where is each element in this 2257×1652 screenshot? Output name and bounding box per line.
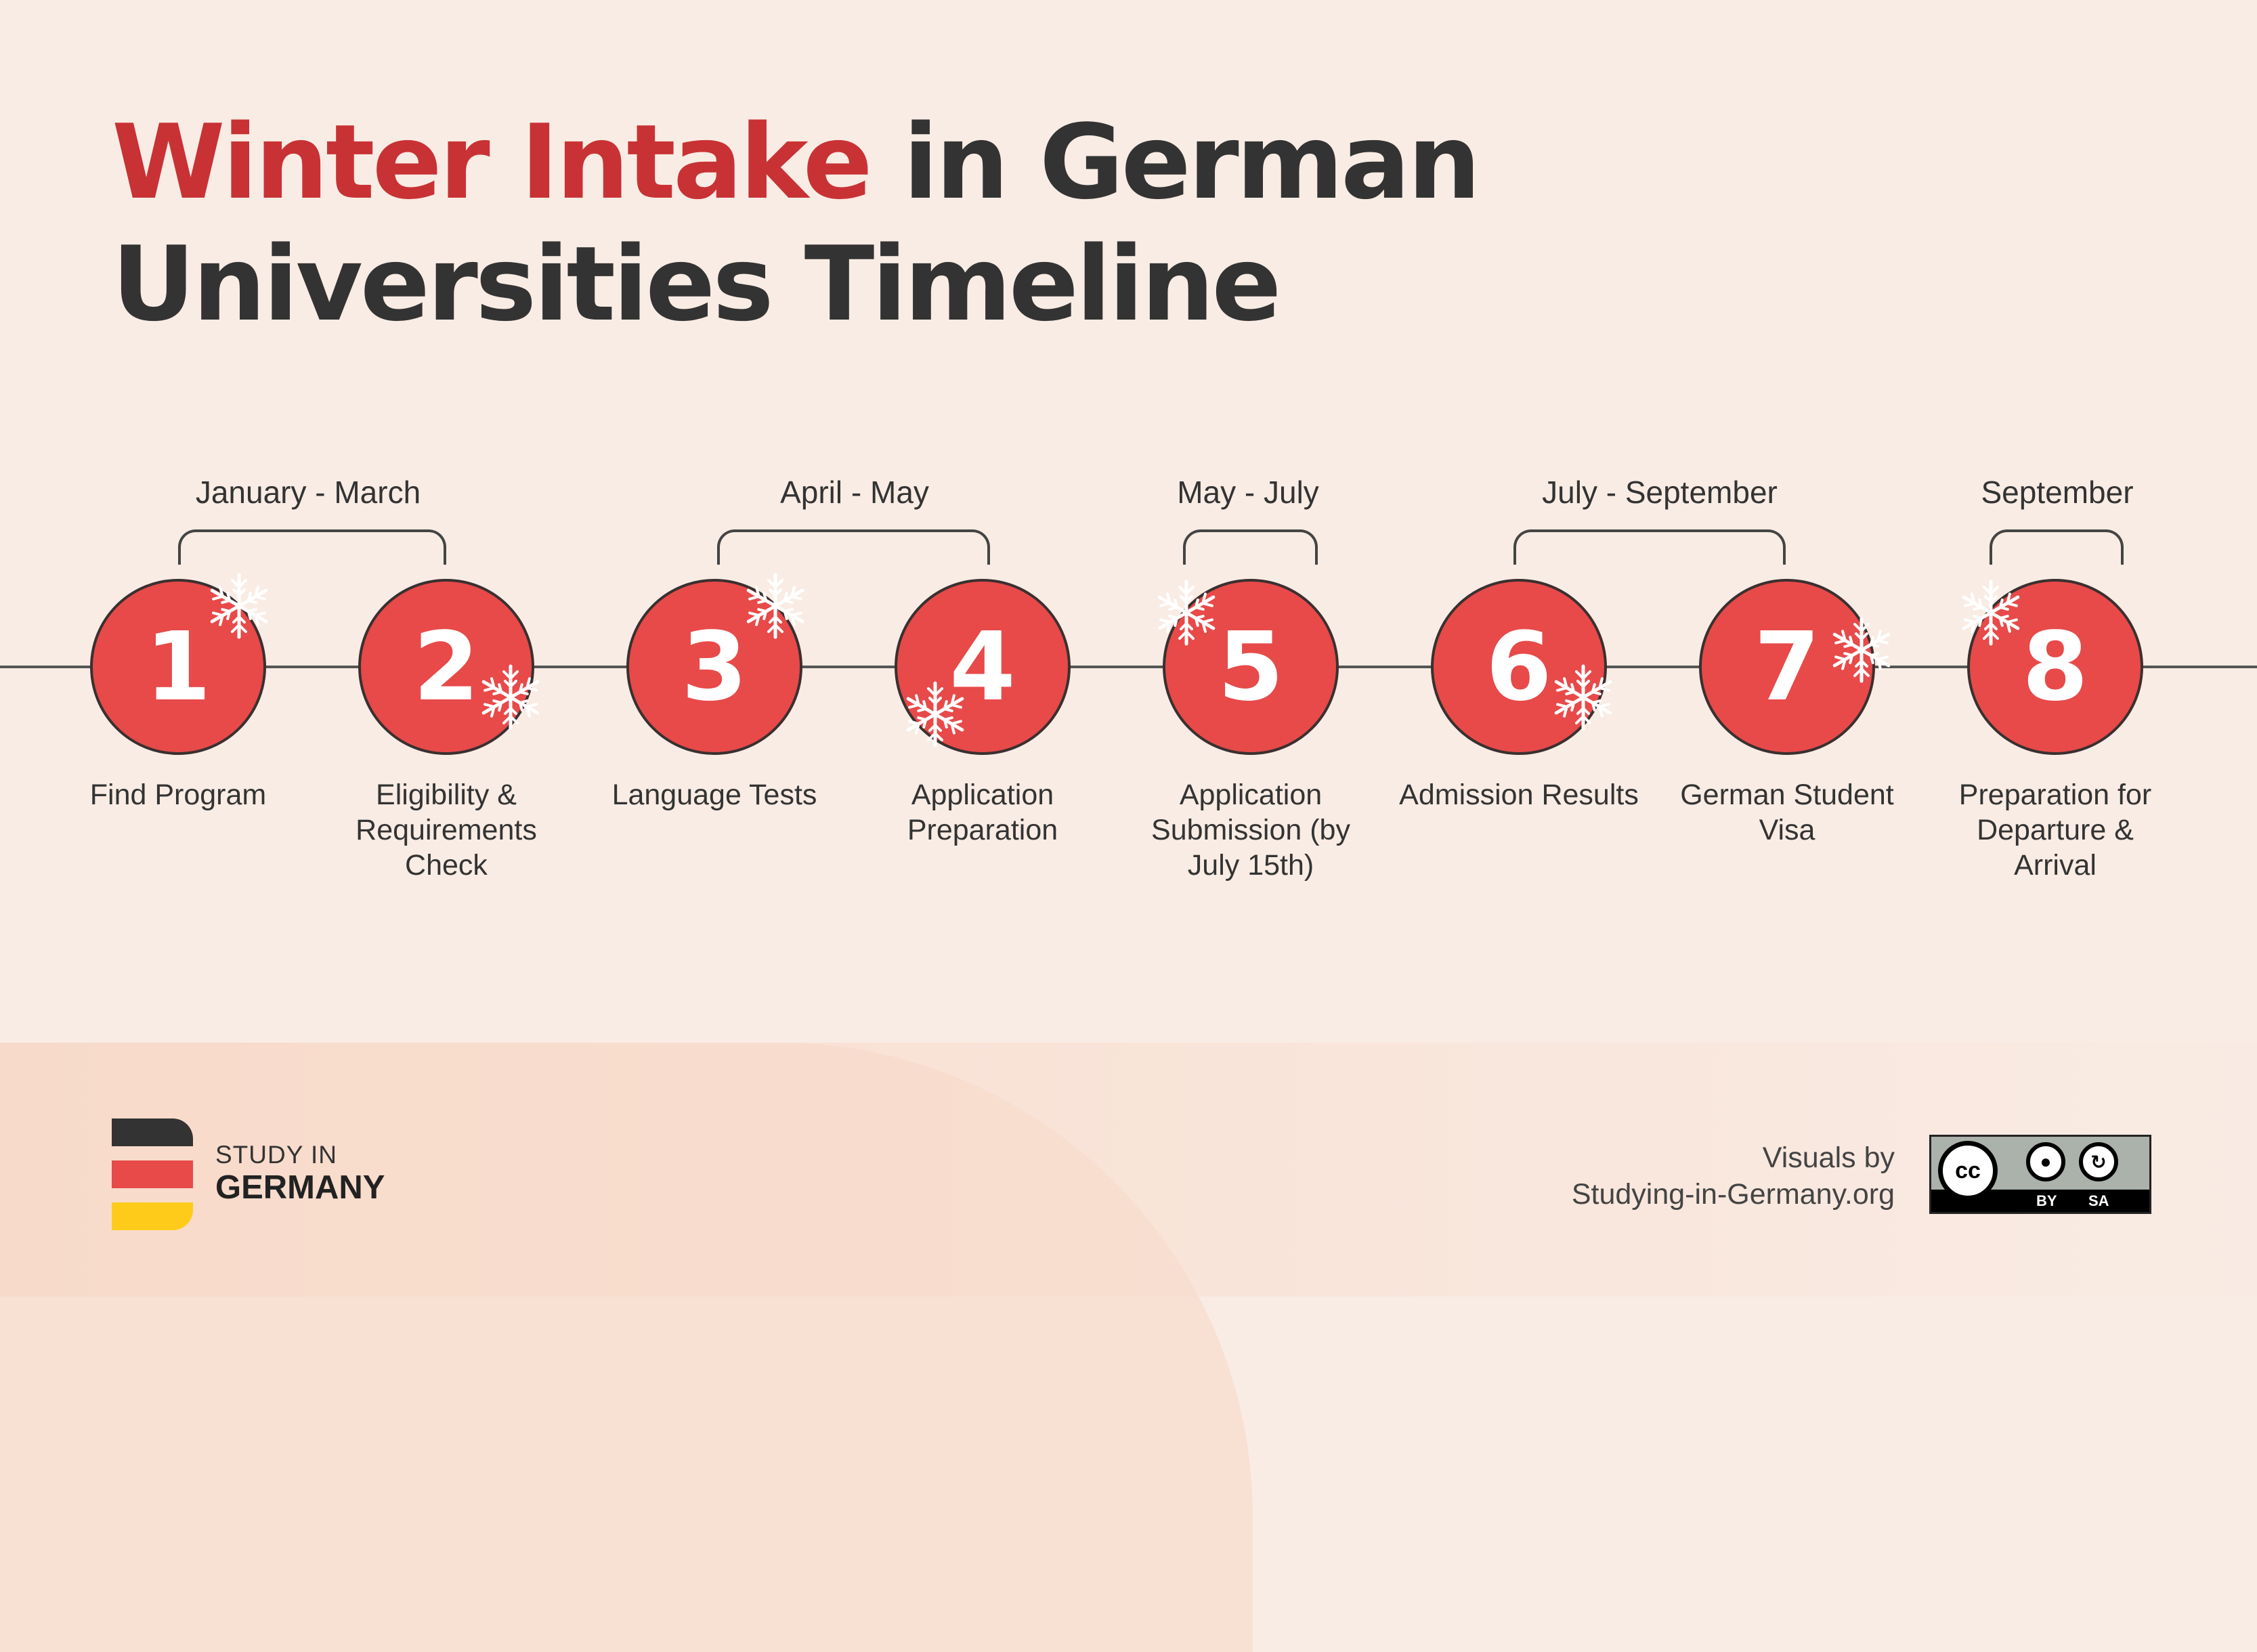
license-by-label: BY [2036, 1192, 2057, 1209]
timeline-step: 4 [895, 579, 1071, 755]
period-label: April - May [780, 475, 929, 510]
title-highlight: Winter Intake [112, 102, 873, 222]
snowflake-icon [741, 572, 809, 640]
period-label: September [1981, 475, 2134, 510]
credit-line2: Studying-in-Germany.org [1571, 1178, 1895, 1211]
cc-by-sa-license-badge[interactable]: cc ● ↻ BY SA [1929, 1135, 2151, 1214]
step-number-circle: 7 [1699, 579, 1875, 755]
snowflake-icon [1828, 616, 1895, 684]
snowflake-icon [477, 664, 544, 731]
step-number-circle: 1 [90, 579, 266, 755]
flag-red-stripe [112, 1160, 193, 1188]
attribution-person-icon: ● [2026, 1142, 2065, 1181]
step-label: Application Submission (by July 15th) [1151, 779, 1350, 882]
license-sa-label: SA [2088, 1192, 2109, 1209]
snowflake-icon [1153, 579, 1220, 647]
timeline-step: 5 [1157, 579, 1339, 755]
step-label: Find Program [89, 779, 267, 811]
timeline-step: 3 [626, 573, 804, 755]
period-label: July - September [1542, 475, 1778, 510]
logo-text-germany: GERMANY [215, 1169, 385, 1206]
credit-text: Visuals by Studying-in-Germany.org [1572, 1139, 1895, 1213]
step-label: Admission Results [1399, 779, 1639, 811]
snowflake-icon [1549, 664, 1617, 731]
period-bracket [1990, 529, 2124, 565]
period-bracket [1183, 529, 1318, 565]
cc-icon: cc [1938, 1141, 1998, 1200]
title-rest: in German [869, 102, 1481, 222]
timeline-step: 2 [358, 579, 540, 755]
flag-gold-stripe [112, 1202, 193, 1230]
period-bracket [1513, 529, 1786, 565]
period-label: January - March [195, 475, 421, 510]
step-label: German Student Visa [1680, 779, 1894, 846]
period-bracket [717, 529, 990, 565]
credit-line1: Visuals by [1762, 1142, 1895, 1174]
step-label: Preparation for Departure & Arrival [1958, 779, 2152, 882]
snowflake-icon [1957, 579, 2025, 647]
step-label: Language Tests [611, 779, 817, 811]
period-label: May - July [1177, 475, 1319, 510]
page-title: Winter Intake in German Universities Time… [112, 102, 1481, 345]
flag-black-stripe [112, 1118, 193, 1146]
step-number-circle: 2 [358, 579, 534, 755]
title-line2: Universities Timeline [112, 224, 1281, 344]
timeline-step: 6 [1431, 579, 1612, 755]
period-bracket [178, 529, 446, 565]
step-number-circle: 6 [1431, 579, 1607, 755]
step-label: Application Preparation [907, 779, 1058, 846]
logo-text-study-in: STUDY IN [215, 1141, 338, 1169]
share-alike-icon: ↻ [2079, 1142, 2118, 1181]
step-label: Eligibility & Requirements Check [356, 779, 537, 882]
snowflake-icon [901, 680, 969, 748]
timeline-step: 7 [1699, 579, 1891, 755]
timeline-step: 8 [1962, 579, 2143, 755]
snowflake-icon [205, 572, 273, 640]
germany-flag-logo-icon [112, 1118, 193, 1230]
step-number-circle: 8 [1967, 579, 2143, 755]
timeline-step: 1 [90, 573, 268, 755]
timeline-axis [0, 666, 2257, 668]
